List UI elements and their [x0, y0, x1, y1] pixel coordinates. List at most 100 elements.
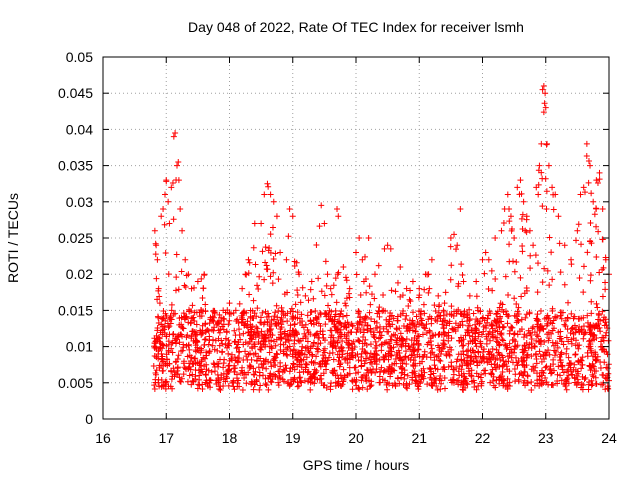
data-point [353, 329, 360, 336]
data-point [256, 386, 263, 393]
data-point [489, 366, 496, 373]
data-point [232, 338, 239, 345]
data-point [241, 375, 248, 382]
data-point [492, 318, 499, 325]
data-point [291, 374, 298, 381]
data-point [254, 282, 261, 289]
data-point [386, 380, 393, 387]
data-point [397, 293, 404, 300]
data-point [394, 279, 401, 286]
data-point [577, 191, 584, 198]
data-point [388, 368, 395, 375]
data-point [554, 371, 561, 378]
data-point [280, 366, 287, 373]
data-point [525, 344, 532, 351]
data-point [243, 353, 250, 360]
data-point [292, 351, 299, 358]
data-point [464, 361, 471, 368]
data-point [514, 362, 521, 369]
data-point [400, 307, 407, 314]
data-point [305, 348, 312, 355]
data-point [554, 380, 561, 387]
data-point [339, 337, 346, 344]
data-point [472, 353, 479, 360]
data-point [543, 379, 550, 386]
data-point [309, 352, 316, 359]
data-point [300, 356, 307, 363]
data-point [476, 329, 483, 336]
data-point [489, 346, 496, 353]
data-point [593, 253, 600, 260]
data-point [600, 372, 607, 379]
data-point [266, 372, 273, 379]
data-point [177, 378, 184, 385]
y-tick-label: 0.025 [58, 230, 93, 246]
data-point [344, 359, 351, 366]
data-point [441, 343, 448, 350]
data-point [523, 311, 530, 318]
data-point [564, 315, 571, 322]
data-point [476, 318, 483, 325]
data-point [172, 130, 179, 137]
data-point [464, 329, 471, 336]
data-point [459, 342, 466, 349]
data-point [533, 350, 540, 357]
data-point [540, 109, 547, 116]
data-point [470, 310, 477, 317]
data-point [360, 326, 367, 333]
data-point [277, 359, 284, 366]
data-point [302, 335, 309, 342]
data-point [334, 271, 341, 278]
data-point [485, 330, 492, 337]
data-point [202, 371, 209, 378]
data-point [419, 317, 426, 324]
data-point [441, 300, 448, 307]
data-point [286, 206, 293, 213]
data-point [273, 350, 280, 357]
data-point [421, 310, 428, 317]
data-point [468, 372, 475, 379]
data-point [511, 295, 518, 302]
data-point [331, 318, 338, 325]
data-point [581, 376, 588, 383]
data-point [270, 198, 277, 205]
data-point [290, 314, 297, 321]
data-point [167, 383, 174, 390]
data-point [548, 382, 555, 389]
data-point [508, 225, 515, 232]
data-point [534, 289, 541, 296]
data-point [307, 386, 314, 393]
data-point [312, 331, 319, 338]
data-point [398, 356, 405, 363]
data-point [497, 313, 504, 320]
data-point [182, 284, 189, 291]
data-point [489, 329, 496, 336]
data-point [355, 337, 362, 344]
data-point [322, 310, 329, 317]
data-point [415, 294, 422, 301]
data-point [355, 369, 362, 376]
data-point [276, 334, 283, 341]
data-point [505, 292, 512, 299]
data-point [159, 316, 166, 323]
data-point [366, 283, 373, 290]
data-point [513, 259, 520, 266]
x-tick-label: 16 [95, 430, 111, 446]
data-point [355, 337, 362, 344]
data-point [231, 368, 238, 375]
data-point [253, 313, 260, 320]
data-point [284, 379, 291, 386]
data-point [496, 376, 503, 383]
data-point [343, 324, 350, 331]
data-point [526, 341, 533, 348]
data-point [359, 256, 366, 263]
data-point [526, 227, 533, 234]
data-point [299, 343, 306, 350]
data-point [551, 352, 558, 359]
data-point [437, 373, 444, 380]
data-point [544, 140, 551, 147]
data-point [410, 347, 417, 354]
data-point [270, 269, 277, 276]
data-point [512, 343, 519, 350]
data-point [392, 288, 399, 295]
